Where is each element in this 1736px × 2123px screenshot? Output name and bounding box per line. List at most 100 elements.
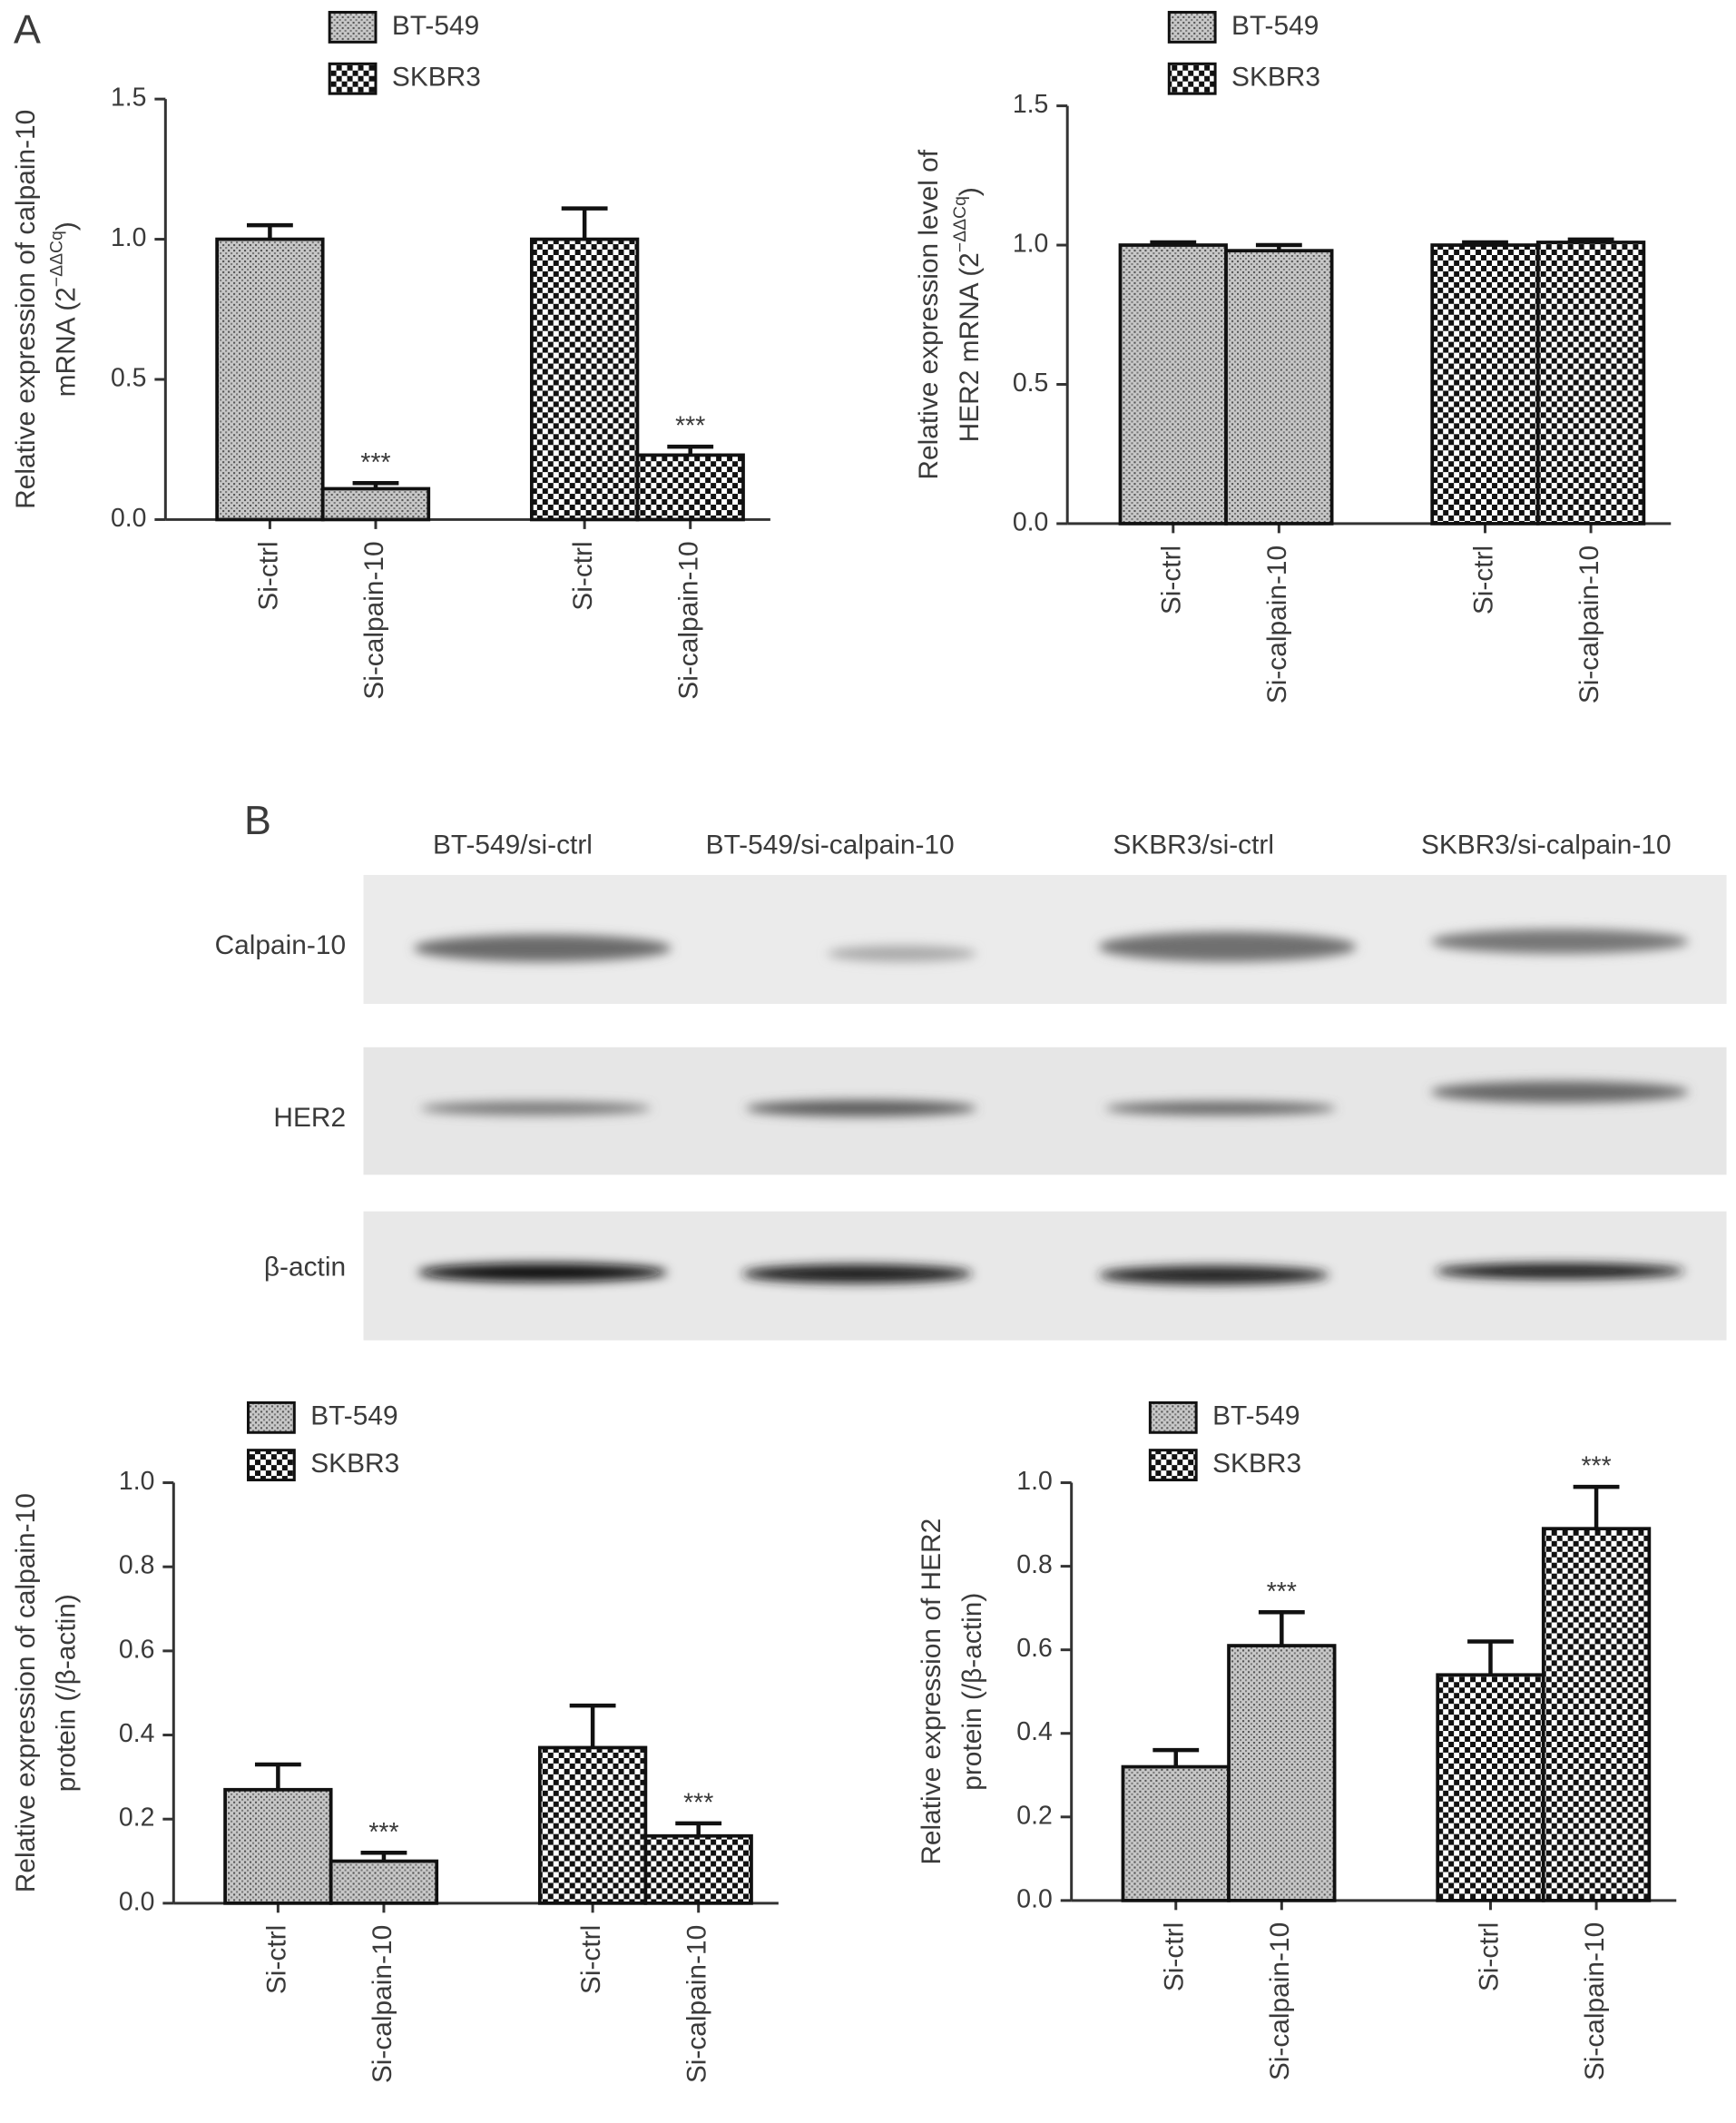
significance: *** [683,1788,713,1817]
legend-label: SKBR3 [392,63,481,93]
y-tick-label: 0.0 [1016,1884,1052,1913]
y-tick-label: 0.4 [119,1719,154,1748]
y-tick-label: 0.5 [1013,369,1048,398]
y-tick-label: 1.0 [119,1467,154,1496]
y-axis-label: HER2 mRNA (2−ΔΔCq) [950,187,985,442]
y-tick-label: 1.5 [111,84,146,113]
x-tick-label: Si-ctrl [253,541,283,610]
lane-label: SKBR3/si-ctrl [1113,831,1274,860]
y-tick-label: 0.0 [119,1887,154,1916]
significance: *** [1267,1578,1297,1607]
x-tick-label: Si-ctrl [261,1925,291,1994]
y-tick-label: 1.5 [1013,90,1048,119]
significance: *** [1581,1452,1611,1481]
significance: *** [360,448,390,477]
label-part: ) [52,221,82,231]
label-part: Relative expression of calpain-10 [11,1493,41,1892]
y-tick-label: 0.6 [1016,1634,1052,1663]
y-tick-label: 0.8 [119,1551,154,1580]
significance: *** [368,1818,398,1847]
x-tick-label: Si-ctrl [1157,545,1187,614]
bar [529,237,640,522]
x-tick-label: Si-calpain-10 [1265,1922,1295,2080]
label-part: −ΔΔCq [47,231,67,287]
significance: *** [675,412,705,441]
y-tick-label: 0.5 [111,363,146,392]
label-part: ) [955,187,985,196]
label-part: protein (/β-actin) [957,1593,987,1791]
bar [643,1833,753,1905]
chart: 0.0 0.2 0.4 0.6 0.8 1.0 Relative expression of… [917,1401,1677,2080]
x-tick-label: Si-calpain-10 [674,541,704,699]
label-part: Relative expression of calpain-10 [11,110,41,509]
label-part: HER2 mRNA (2 [955,252,985,442]
bands [413,929,1689,1285]
error-bar [254,1762,301,1790]
legend-swatch [1148,1449,1198,1482]
y-tick-label: 0.8 [1016,1550,1052,1579]
y-axis-label: Relative expression of calpain-10 [11,1493,41,1892]
y-tick-label: 0.2 [1016,1801,1052,1830]
error-bar [1467,1639,1514,1676]
error-bar [561,206,608,240]
legend-swatch [328,10,378,44]
legend-label: SKBR3 [1212,1449,1301,1479]
row-label: Calpain-10 [215,930,347,960]
lane-label: BT-549/si-ctrl [433,831,593,860]
x-tick-label: Si-calpain-10 [1262,545,1292,703]
x-tick-label: Si-ctrl [1468,545,1498,614]
chart: 0.0 0.5 1.0 1.5 Relative expression level of… [914,10,1672,703]
y-axis-label: Relative expression of calpain-10 [11,110,41,509]
lane-label: BT-549/si-calpain-10 [706,831,955,860]
legend-label: SKBR3 [310,1449,399,1479]
error-bar [1258,1610,1305,1646]
legend-swatch [1148,1401,1198,1434]
error-bar [569,1703,616,1748]
row-label: β-actin [264,1252,346,1282]
row-label: HER2 [273,1103,346,1133]
lane-label: SKBR3/si-calpain-10 [1421,831,1672,860]
error-bar [1152,1747,1200,1767]
label-part: Relative expression level of [914,149,944,479]
bar [1121,1764,1231,1902]
legend-label: BT-549 [1231,11,1319,41]
y-axis-label: protein (/β-actin) [52,1594,82,1792]
x-tick-label: Si-calpain-10 [359,541,389,699]
y-tick-label: 1.0 [1013,230,1048,259]
panel-label: A [14,6,41,53]
bar [635,453,745,522]
bar [1436,1673,1545,1902]
bar [215,237,325,522]
panel-label: B [244,797,271,843]
x-tick-label: Si-calpain-10 [1580,1922,1610,2080]
y-axis-label: Relative expression of HER2 [917,1519,946,1865]
y-axis-label: protein (/β-actin) [957,1593,987,1791]
bar [1227,1644,1337,1902]
x-tick-label: Si-calpain-10 [368,1925,397,2083]
bar [1541,1527,1652,1902]
legend-label: BT-549 [392,11,479,41]
legend-label: BT-549 [310,1401,397,1431]
legend-swatch [328,62,378,95]
y-axis-label: Relative expression level of [914,149,944,479]
x-tick-label: Si-ctrl [568,541,598,610]
chart: 0.0 0.5 1.0 1.5 Relative expression of calpa… [11,11,770,700]
legend-label: BT-549 [1212,1401,1300,1431]
y-tick-label: 1.0 [1016,1467,1052,1496]
error-bar [1573,1484,1620,1529]
bar [1535,241,1646,526]
legend-swatch [1167,10,1217,44]
chart: 0.0 0.2 0.4 0.6 0.8 1.0 Relative expression of… [11,1401,779,2083]
error-bar [247,222,293,240]
legend-label: SKBR3 [1231,63,1320,93]
legend-swatch [247,1401,296,1434]
y-tick-label: 1.0 [111,223,146,252]
x-tick-label: Si-calpain-10 [1574,545,1604,703]
bar [1430,243,1540,526]
error-bar [675,1821,722,1836]
y-tick-label: 0.0 [1013,507,1048,536]
y-tick-label: 0.4 [1016,1717,1052,1746]
y-axis-label: mRNA (2−ΔΔCq) [47,221,82,397]
western-blot [363,875,1727,1341]
